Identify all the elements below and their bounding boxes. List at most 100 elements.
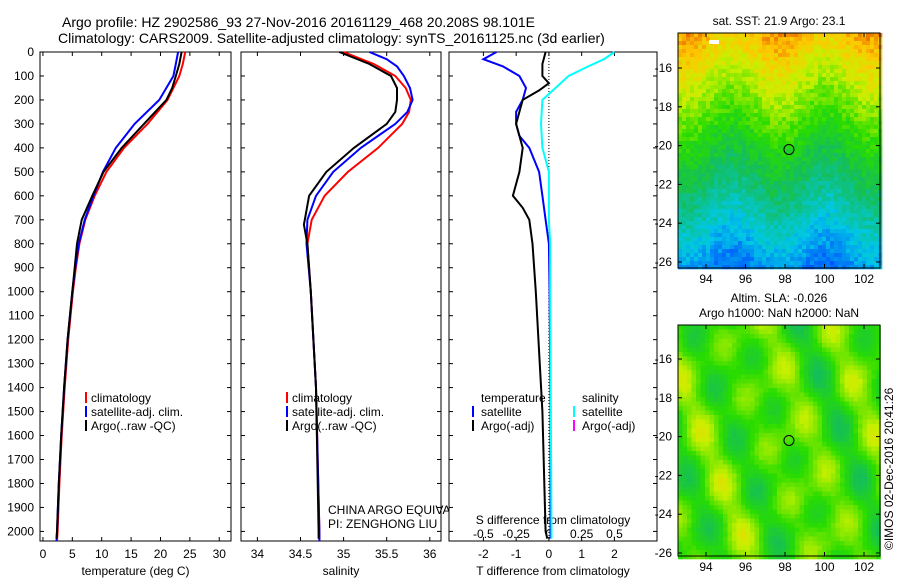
map-cell [732, 473, 737, 479]
map-cell [742, 37, 747, 42]
map-cell [866, 81, 871, 86]
map-cell [742, 253, 747, 258]
map-cell [822, 149, 827, 154]
map-cell [874, 229, 879, 234]
map-cell [766, 249, 771, 254]
map-cell [766, 93, 771, 98]
map-cell [818, 253, 823, 258]
map-cell [838, 121, 843, 126]
map-cell [810, 117, 815, 122]
map-cell [853, 455, 859, 461]
map-cell [750, 173, 755, 178]
map-cell [730, 205, 735, 210]
map-cell [844, 437, 850, 443]
map-cell [730, 261, 735, 266]
map-cell [862, 229, 867, 234]
map-cell [795, 424, 800, 429]
map-cell [795, 482, 800, 488]
map-cell [858, 125, 863, 130]
map-cell [770, 129, 775, 134]
map-cell [768, 442, 773, 447]
map-cell [706, 65, 711, 70]
map-cell [834, 37, 839, 42]
map-cell [702, 185, 707, 190]
map-cell [858, 392, 863, 398]
map-cell [834, 117, 839, 122]
map-cell [846, 233, 851, 238]
map-cell [871, 469, 877, 474]
map-cell [846, 237, 851, 242]
map-cell [736, 338, 742, 344]
map-cell [741, 478, 746, 483]
map-cell [846, 185, 851, 190]
x-axis-label: T difference from climatology [476, 564, 630, 578]
map-cell [840, 491, 845, 497]
map-cell [844, 455, 850, 461]
map-cell [682, 446, 688, 452]
map-cell [826, 221, 831, 226]
map-cell [762, 153, 767, 158]
map-cell [696, 464, 701, 470]
map-cell [682, 157, 687, 162]
map-cell [862, 451, 868, 456]
map-cell [876, 433, 881, 438]
map-cell [742, 217, 747, 222]
map-cell [781, 491, 787, 497]
map-cell [782, 249, 787, 254]
map-cell [846, 81, 851, 86]
map-cell [799, 415, 805, 420]
map-cell [794, 237, 799, 242]
map-cell [709, 361, 715, 366]
map-cell [678, 437, 683, 443]
map-cell [750, 205, 755, 210]
map-cell [736, 410, 742, 416]
map-cell [682, 428, 688, 434]
map-cell [844, 478, 850, 483]
map-cell [867, 469, 872, 474]
map-cell [698, 41, 703, 46]
map-cell [786, 53, 791, 58]
map-cell [706, 245, 711, 250]
map-cell [862, 419, 868, 425]
map-cell [835, 365, 841, 371]
map-cell [810, 129, 815, 134]
map-cell [804, 455, 809, 461]
map-cell [762, 237, 767, 242]
map-cell [862, 446, 868, 452]
map-cell [770, 253, 775, 258]
map-cell [763, 473, 769, 479]
map-cell [778, 109, 783, 114]
map-cell [858, 169, 863, 174]
map-cell [831, 343, 836, 348]
map-cell [850, 205, 855, 210]
map-cell [814, 93, 819, 98]
map-cell [866, 249, 871, 254]
x2-axis-label: S difference from climatology [476, 513, 631, 527]
map-cell [786, 451, 791, 456]
map-cell [777, 442, 782, 447]
map-cell [736, 329, 742, 335]
map-cell [826, 237, 831, 242]
map-cell [754, 89, 759, 94]
map-cell [834, 65, 839, 70]
map-cell [678, 482, 683, 488]
map-cell [831, 491, 836, 497]
map-cell [763, 446, 769, 452]
map-cell [822, 253, 827, 258]
map-cell [710, 49, 715, 54]
map-cell [782, 105, 787, 110]
map-cell [850, 129, 855, 134]
map-cell [727, 487, 733, 492]
map-cell [770, 125, 775, 130]
map-cell [706, 209, 711, 214]
map-cell [678, 365, 683, 371]
map-cell [694, 261, 699, 266]
map-cell [817, 478, 823, 483]
map-cell [678, 397, 683, 402]
lon-tick-label: 94 [699, 272, 713, 286]
map-cell [830, 241, 835, 246]
map-cell [814, 245, 819, 250]
map-cell [745, 419, 751, 425]
map-cell [741, 446, 746, 452]
map-cell [772, 406, 778, 411]
